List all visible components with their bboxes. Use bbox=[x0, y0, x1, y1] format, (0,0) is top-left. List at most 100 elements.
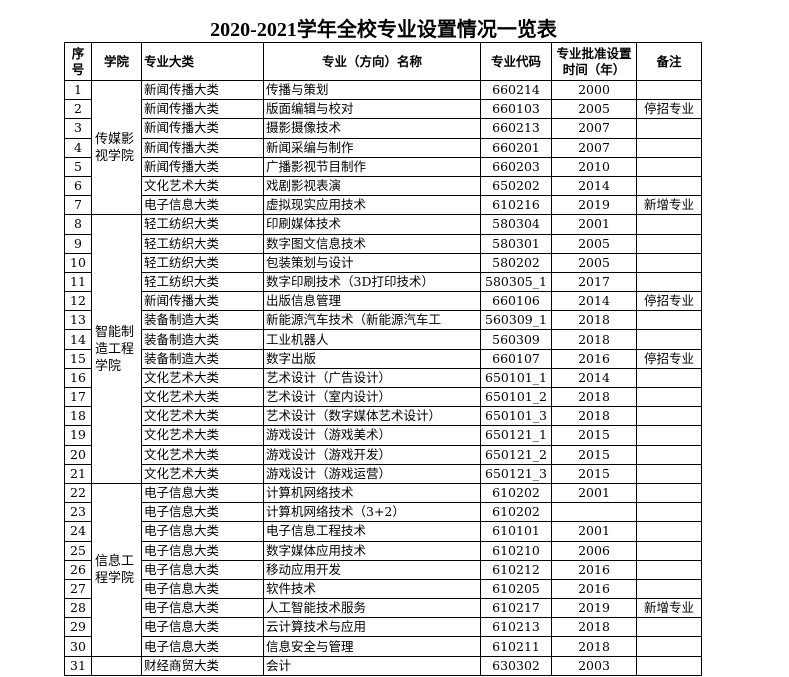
major-code: 660214 bbox=[480, 79, 552, 101]
table-row: 4 新闻传播大类 新闻采编与制作 660201 2007 bbox=[64, 137, 702, 158]
table-row: 9 轻工纺织大类 数字图文信息技术 580301 2005 bbox=[64, 233, 702, 254]
major-category: 电子信息大类 bbox=[141, 559, 264, 580]
table-row: 10 轻工纺织大类 包装策划与设计 580202 2005 bbox=[64, 252, 702, 273]
major-category: 装备制造大类 bbox=[141, 348, 264, 369]
major-code: 650101_1 bbox=[480, 367, 552, 389]
row-index: 31 bbox=[64, 655, 92, 676]
row-index: 27 bbox=[64, 578, 92, 600]
major-code: 610202 bbox=[480, 482, 552, 504]
major-name: 摄影摄像技术 bbox=[263, 118, 481, 139]
table-row: 26 电子信息大类 移动应用开发 610212 2016 bbox=[64, 559, 702, 580]
row-index: 16 bbox=[64, 367, 92, 389]
major-category: 新闻传播大类 bbox=[141, 137, 264, 158]
row-index: 6 bbox=[64, 175, 92, 197]
row-index: 12 bbox=[64, 291, 92, 312]
major-category: 电子信息大类 bbox=[141, 598, 264, 619]
row-index: 24 bbox=[64, 521, 92, 542]
approval-year: 2015 bbox=[551, 425, 637, 446]
major-name: 会计 bbox=[263, 655, 481, 676]
major-name: 传播与策划 bbox=[263, 79, 481, 101]
table-row: 7 电子信息大类 虚拟现实应用技术 610216 2019 新增专业 bbox=[64, 195, 702, 216]
remark bbox=[636, 329, 702, 350]
header-code: 专业代码 bbox=[480, 42, 552, 81]
row-index: 20 bbox=[64, 444, 92, 465]
table-row: 16 文化艺术大类 艺术设计（广告设计） 650101_1 2014 bbox=[64, 367, 702, 389]
remark bbox=[636, 444, 702, 465]
table-row: 29 电子信息大类 云计算技术与应用 610213 2018 bbox=[64, 617, 702, 638]
approval-year: 2014 bbox=[551, 367, 637, 389]
major-name: 信息安全与管理 bbox=[263, 636, 481, 657]
major-code: 630302 bbox=[480, 655, 552, 676]
major-code: 560309_1 bbox=[480, 310, 552, 331]
remark: 停招专业 bbox=[636, 348, 702, 369]
remark: 停招专业 bbox=[636, 291, 702, 312]
major-name: 虚拟现实应用技术 bbox=[263, 195, 481, 216]
major-name: 出版信息管理 bbox=[263, 291, 481, 312]
table-row: 20 文化艺术大类 游戏设计（游戏开发） 650121_2 2015 bbox=[64, 444, 702, 465]
approval-year: 2018 bbox=[551, 636, 637, 657]
remark bbox=[636, 521, 702, 542]
remark bbox=[636, 233, 702, 254]
approval-year: 2001 bbox=[551, 482, 637, 504]
remark bbox=[636, 79, 702, 101]
row-index: 9 bbox=[64, 233, 92, 254]
major-category: 文化艺术大类 bbox=[141, 444, 264, 465]
approval-year: 2017 bbox=[551, 271, 637, 293]
major-name: 数字媒体应用技术 bbox=[263, 540, 481, 561]
table-row: 30 电子信息大类 信息安全与管理 610211 2018 bbox=[64, 636, 702, 657]
major-code: 580301 bbox=[480, 233, 552, 254]
row-index: 13 bbox=[64, 310, 92, 331]
header-remark: 备注 bbox=[636, 42, 702, 81]
table-row: 14 装备制造大类 工业机器人 560309 2018 bbox=[64, 329, 702, 350]
major-category: 轻工纺织大类 bbox=[141, 252, 264, 273]
remark bbox=[636, 617, 702, 638]
row-index: 17 bbox=[64, 386, 92, 408]
approval-year: 2007 bbox=[551, 118, 637, 139]
major-name: 新能源汽车技术（新能源汽车工 bbox=[263, 310, 481, 331]
approval-year: 2001 bbox=[551, 214, 637, 235]
major-name: 计算机网络技术 bbox=[263, 482, 481, 504]
major-category: 电子信息大类 bbox=[141, 617, 264, 638]
header-row: 序号 学院 专业大类 专业（方向）名称 专业代码 专业批准设置时间（年） 备注 bbox=[64, 42, 702, 81]
major-name: 软件技术 bbox=[263, 578, 481, 600]
approval-year: 2018 bbox=[551, 617, 637, 638]
major-name: 数字出版 bbox=[263, 348, 481, 369]
approval-year: 2016 bbox=[551, 559, 637, 580]
major-name: 广播影视节目制作 bbox=[263, 156, 481, 177]
table-row: 11 轻工纺织大类 数字印刷技术（3D打印技术） 580305_1 2017 bbox=[64, 271, 702, 293]
row-index: 18 bbox=[64, 406, 92, 427]
table-row: 6 文化艺术大类 戏剧影视表演 650202 2014 bbox=[64, 175, 702, 197]
major-name: 印刷媒体技术 bbox=[263, 214, 481, 235]
table-row: 13 装备制造大类 新能源汽车技术（新能源汽车工 560309_1 2018 bbox=[64, 310, 702, 331]
major-category: 电子信息大类 bbox=[141, 540, 264, 561]
remark bbox=[636, 559, 702, 580]
major-name: 云计算技术与应用 bbox=[263, 617, 481, 638]
row-index: 3 bbox=[64, 118, 92, 139]
major-name: 人工智能技术服务 bbox=[263, 598, 481, 619]
approval-year: 2019 bbox=[551, 195, 637, 216]
major-category: 文化艺术大类 bbox=[141, 463, 264, 484]
approval-year: 2015 bbox=[551, 463, 637, 484]
approval-year: 2003 bbox=[551, 655, 637, 676]
table-row: 12 新闻传播大类 出版信息管理 660106 2014 停招专业 bbox=[64, 291, 702, 312]
row-index: 4 bbox=[64, 137, 92, 158]
page-title: 2020-2021学年全校专业设置情况一览表 bbox=[210, 19, 557, 41]
row-index: 5 bbox=[64, 156, 92, 177]
major-category: 新闻传播大类 bbox=[141, 118, 264, 139]
remark bbox=[636, 252, 702, 273]
major-category: 电子信息大类 bbox=[141, 521, 264, 542]
table-row: 8 智能制造工程学院 轻工纺织大类 印刷媒体技术 580304 2001 bbox=[64, 214, 702, 484]
major-code: 610213 bbox=[480, 617, 552, 638]
college-cell: 传媒影视学院 bbox=[91, 79, 142, 216]
major-code: 580202 bbox=[480, 252, 552, 273]
approval-year bbox=[551, 502, 637, 523]
major-name: 艺术设计（数字媒体艺术设计） bbox=[263, 406, 481, 427]
major-category: 文化艺术大类 bbox=[141, 425, 264, 446]
remark bbox=[636, 655, 702, 676]
major-category: 电子信息大类 bbox=[141, 482, 264, 504]
table-row: 19 文化艺术大类 游戏设计（游戏美术） 650121_1 2015 bbox=[64, 425, 702, 446]
major-code: 610216 bbox=[480, 195, 552, 216]
major-category: 新闻传播大类 bbox=[141, 79, 264, 101]
major-code: 660213 bbox=[480, 118, 552, 139]
major-code: 660106 bbox=[480, 291, 552, 312]
